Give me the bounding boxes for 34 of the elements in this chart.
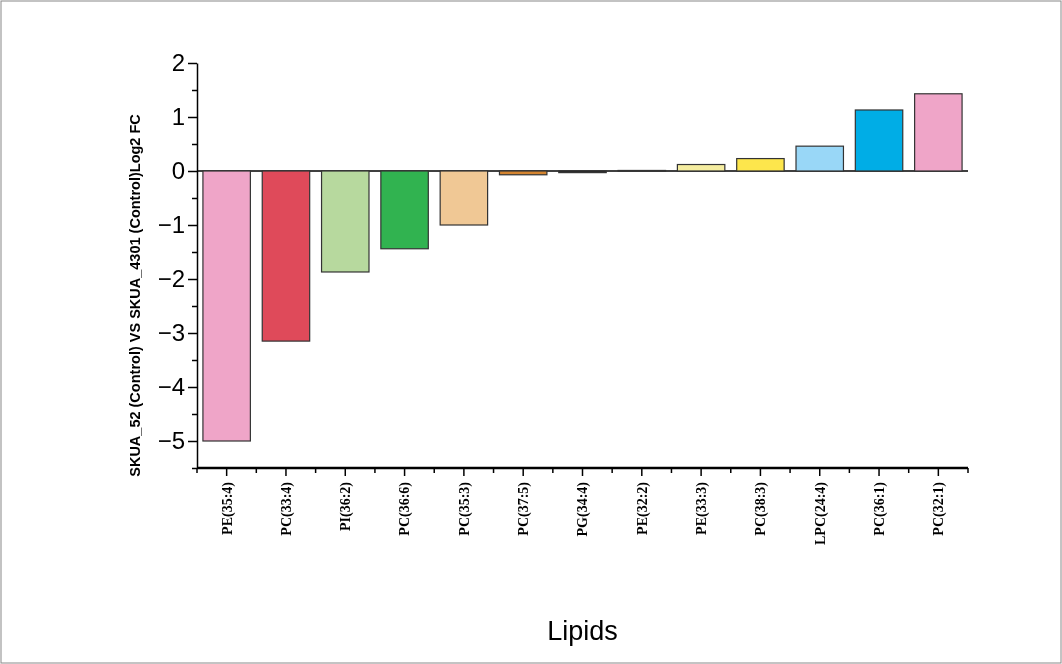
bar	[439, 170, 489, 226]
x-tick-label: PC(38:3)	[753, 481, 770, 536]
bar	[676, 163, 726, 172]
x-tick-label: PC(33:4)	[278, 481, 295, 536]
bar	[320, 170, 370, 273]
x-tick-label: PC(36:1)	[871, 481, 888, 536]
x-tick-label: PC(35:3)	[456, 481, 473, 536]
bar	[795, 145, 845, 172]
bar	[498, 170, 548, 176]
y-tick-label: 1	[171, 103, 185, 131]
y-tick-label: 0	[171, 157, 185, 185]
y-tick-label: −1	[157, 211, 185, 239]
x-tick-label: PE(32:2)	[634, 481, 651, 535]
x-tick-label: PG(34:4)	[575, 481, 592, 537]
x-tick-label: PE(33:3)	[694, 481, 711, 535]
x-tick-label: PE(35:4)	[219, 481, 236, 535]
x-tick-label: PC(32:1)	[931, 481, 948, 536]
bar	[261, 170, 311, 342]
y-tick-label: −4	[157, 373, 185, 401]
bar	[380, 170, 429, 250]
x-tick-label: PC(37:5)	[516, 481, 533, 536]
y-tick-label: −2	[157, 265, 185, 293]
y-tick-label: −3	[157, 319, 185, 347]
x-tick-label: PC(36:6)	[397, 481, 414, 536]
bar	[914, 93, 963, 172]
y-axis-title: SKUA_52 (Control) VS SKUA_4301 (Control)Log2 FC	[127, 113, 143, 477]
y-tick-label: 2	[171, 49, 185, 77]
x-axis-title: Lipids	[547, 616, 618, 646]
bar	[854, 109, 904, 172]
y-tick-label: −5	[157, 427, 185, 455]
x-tick-label: LPC(24:4)	[812, 481, 829, 545]
x-tick-label: PI(36:2)	[338, 481, 355, 531]
bar	[202, 170, 251, 442]
bar	[736, 157, 785, 172]
